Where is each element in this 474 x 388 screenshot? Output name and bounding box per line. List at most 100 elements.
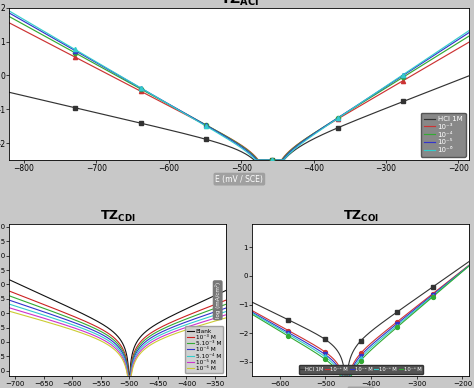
10⁻⁵ M: [180, 326, 185, 331]
Blank: [29, 288, 35, 292]
10⁻⁶: [84, 54, 90, 59]
Blank: [102, 324, 108, 328]
5.10⁻⁴ M: [102, 336, 108, 341]
10⁻⁶ M: [156, 338, 162, 343]
10⁻⁵: [206, 125, 212, 129]
10⁻⁵ M: [423, 300, 428, 304]
10⁻³ M: [272, 320, 277, 325]
HCl 1M: [206, 138, 212, 142]
10⁻⁵ M: [94, 334, 100, 339]
10⁻⁴: [68, 48, 73, 52]
10⁻⁶: [7, 9, 12, 14]
10⁻⁴ M: [94, 330, 100, 334]
Blank: [176, 310, 182, 315]
10⁻³ M: [337, 366, 343, 371]
Text: log (mA/cm²): log (mA/cm²): [215, 282, 221, 318]
10⁻⁴: [7, 14, 12, 19]
5.10⁻³ M: [156, 329, 162, 333]
10⁻⁵ M: [176, 327, 182, 332]
Legend: HCl 1M, 10⁻³, 10⁻⁴, 10⁻⁵, 10⁻⁶: HCl 1M, 10⁻³, 10⁻⁴, 10⁻⁵, 10⁻⁶: [421, 113, 466, 157]
HCl 1M: [345, 365, 351, 370]
10⁻⁵ M: [7, 305, 12, 310]
5.10⁻⁴ M: [176, 325, 182, 330]
Line: 10⁻⁵ M: 10⁻⁵ M: [9, 308, 227, 376]
10⁻³ M: [94, 325, 100, 329]
10⁻⁵ M: [102, 338, 108, 343]
10⁻⁴ M: [224, 306, 229, 310]
10⁻⁵: [248, 152, 254, 157]
10⁻⁴ M: [156, 331, 162, 336]
10⁻³ M: [419, 300, 425, 305]
HCl 1M: [466, 259, 472, 264]
10⁻³ M: [180, 315, 185, 320]
Line: 10⁻⁵ M: 10⁻⁵ M: [252, 266, 469, 376]
10⁻⁵ M: [339, 374, 345, 379]
10⁻⁵: [68, 45, 73, 50]
5.10⁻³ M: [126, 374, 131, 379]
Blank: [7, 277, 12, 282]
10⁻⁶ M: [272, 326, 277, 330]
10⁻³ M: [399, 316, 404, 320]
10⁻⁴ M: [272, 322, 277, 327]
10⁻³ M: [340, 374, 346, 379]
Title: TZ$_{\mathbf{ACI}}$: TZ$_{\mathbf{ACI}}$: [220, 0, 259, 8]
HCl 1M: [337, 353, 343, 358]
10⁻³: [248, 150, 254, 155]
10⁻⁶ M: [466, 263, 472, 268]
Line: Blank: Blank: [9, 280, 227, 376]
10⁻³ M: [345, 374, 351, 379]
10⁻⁵: [254, 158, 260, 163]
Blank: [180, 308, 185, 313]
10⁻³ M: [29, 298, 35, 302]
Line: 10⁻³: 10⁻³: [9, 23, 469, 160]
5.10⁻³ M: [94, 327, 100, 332]
10⁻⁵ M: [399, 319, 404, 324]
10⁻³: [68, 52, 73, 57]
10⁻⁵ M: [29, 312, 35, 317]
10⁻³ M: [423, 297, 428, 301]
HCl 1M: [342, 374, 348, 379]
10⁻⁴ M: [180, 321, 185, 326]
10⁻³: [466, 40, 472, 44]
10⁻⁶ M: [94, 337, 100, 341]
10⁻⁴: [248, 151, 254, 156]
10⁻⁶ M: [249, 312, 255, 317]
10⁻⁴ M: [126, 374, 131, 379]
10⁻⁶: [206, 125, 212, 130]
10⁻⁴: [466, 34, 472, 38]
10⁻⁴ M: [423, 298, 428, 303]
HCl 1M: [466, 73, 472, 78]
Line: HCl 1M: HCl 1M: [252, 262, 469, 376]
5.10⁻⁴ M: [94, 332, 100, 337]
10⁻⁵ M: [337, 371, 343, 376]
10⁻⁴ M: [419, 301, 425, 306]
Line: HCl 1M: HCl 1M: [9, 76, 469, 160]
10⁻⁶ M: [180, 329, 185, 333]
10⁻⁶ M: [102, 341, 108, 345]
10⁻⁵: [466, 30, 472, 35]
10⁻⁴: [255, 158, 261, 163]
10⁻⁴ M: [29, 305, 35, 310]
HCl 1M: [84, 108, 90, 113]
Line: 10⁻³ M: 10⁻³ M: [252, 265, 469, 376]
10⁻⁶ M: [125, 374, 130, 379]
10⁻⁴: [162, 100, 167, 104]
10⁻⁶ M: [345, 374, 351, 379]
HCl 1M: [258, 158, 264, 163]
10⁻⁶: [253, 158, 259, 163]
Line: 10⁻⁶ M: 10⁻⁶ M: [9, 311, 227, 376]
10⁻⁴ M: [339, 374, 345, 379]
10⁻³: [162, 101, 167, 106]
Blank: [224, 288, 229, 293]
Blank: [156, 320, 162, 325]
10⁻⁴ M: [102, 334, 108, 338]
10⁻³ M: [224, 298, 229, 302]
10⁻⁶ M: [176, 330, 182, 335]
10⁻⁶ M: [29, 315, 35, 320]
10⁻⁴: [84, 57, 90, 62]
10⁻⁵ M: [419, 303, 425, 307]
5.10⁻⁴ M: [29, 309, 35, 314]
10⁻⁶: [68, 44, 73, 49]
HCl 1M: [68, 104, 73, 109]
5.10⁻⁴ M: [156, 334, 162, 338]
